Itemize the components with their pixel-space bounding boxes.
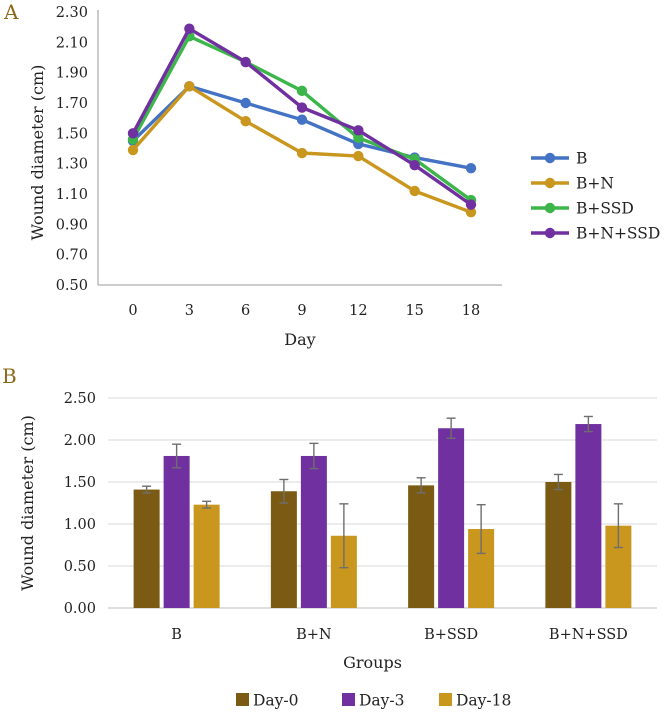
- bar-b-n-ssd-day-3: [575, 424, 602, 608]
- bar-b-ssd-day-0: [408, 485, 435, 608]
- data-point-b: [465, 163, 477, 174]
- bar-b-day-18: [193, 504, 220, 608]
- data-point-b-ssd: [353, 132, 364, 144]
- legend-label-b-n: B+N: [576, 175, 614, 193]
- data-point-b-n: [465, 207, 477, 218]
- data-point-b-n-ssd: [127, 128, 139, 139]
- x-tick-label: 6: [241, 303, 250, 319]
- category-label-b-ssd: B+SSD: [424, 627, 478, 643]
- y-tick-label: 0.90: [56, 217, 88, 233]
- bar-b-n-day-3: [300, 455, 327, 608]
- legend-label-b-n-ssd: B+N+SSD: [576, 225, 660, 243]
- line-chart-wound-diameter-by-day: 0.50 0.70 0.90 1.10 1.30 1.50 1.70 1.90 2.10 2.30…: [28, 5, 660, 349]
- data-point-b-n: [184, 81, 195, 92]
- y-tick-label: 1.70: [56, 96, 88, 112]
- legend-label-day-3: Day-3: [359, 692, 405, 710]
- bar-b-ssd-day-3: [438, 428, 465, 608]
- y-tick-label: 1.50: [56, 126, 88, 142]
- data-point-b-n: [353, 150, 364, 162]
- bar-b-day-0: [133, 489, 160, 608]
- y-tick-label: 0.70: [56, 248, 88, 264]
- data-point-b-n: [409, 185, 420, 197]
- data-point-b: [240, 97, 251, 109]
- data-point-b-n-ssd: [184, 23, 195, 34]
- x-tick-label: 3: [185, 303, 194, 319]
- y-tick-label: 1.90: [56, 66, 88, 82]
- x-tick-label: 18: [462, 303, 480, 319]
- data-point-b-n: [240, 116, 251, 127]
- legend-label-b-ssd: B+SSD: [576, 200, 634, 218]
- legend-swatch-day-0: [236, 693, 249, 706]
- y-tick-label: 2.10: [56, 35, 88, 51]
- bar-b-day-3: [163, 455, 190, 608]
- y-tick-label: 1.30: [56, 157, 88, 173]
- x-tick-label: 9: [297, 303, 306, 319]
- y-tick-label: 0.50: [64, 559, 96, 575]
- y-tick-label: 1.50: [64, 475, 96, 491]
- panel-label-a: A: [3, 0, 19, 24]
- bar-b-n-ssd-day-0: [545, 482, 572, 608]
- data-point-b-n-ssd: [240, 56, 251, 68]
- y-tick-label: 1.10: [56, 187, 88, 203]
- data-point-b-ssd: [296, 85, 308, 97]
- legend-marker-b-n: [544, 177, 556, 189]
- data-point-b-n: [296, 147, 308, 159]
- panel-label-b: B: [2, 364, 17, 388]
- legend-swatch-day-18: [439, 693, 452, 706]
- legend-swatch-day-3: [342, 693, 355, 706]
- legend-marker-b-n-ssd: [544, 227, 556, 239]
- y-tick-label: 0.50: [56, 278, 88, 294]
- bar-chart-wound-diameter-by-group: 0.00 0.50 1.00 1.50 2.00 2.50 B B+N B+SSD B+N+SSD…: [18, 391, 657, 710]
- category-label-b: B: [171, 627, 182, 643]
- x-tick-label: 0: [128, 303, 137, 319]
- legend-label-b: B: [576, 150, 587, 168]
- x-axis-title: Day: [284, 330, 315, 349]
- legend-label-day-0: Day-0: [253, 692, 299, 710]
- legend-marker-b: [544, 152, 556, 164]
- x-tick-label: 12: [349, 303, 367, 319]
- data-point-b-n: [127, 144, 139, 156]
- y-axis-title: Wound diameter (cm): [18, 415, 37, 591]
- category-label-b-n: B+N: [296, 627, 332, 643]
- y-tick-label: 1.00: [64, 517, 96, 533]
- data-point-b: [296, 114, 308, 125]
- data-point-b-n-ssd: [465, 199, 477, 210]
- y-tick-label: 2.30: [56, 5, 88, 21]
- y-tick-label: 2.50: [64, 391, 96, 407]
- data-point-b-n-ssd: [353, 125, 364, 136]
- y-tick-label: 0.00: [64, 601, 96, 617]
- data-point-b-n-ssd: [296, 102, 308, 113]
- bar-b-n-day-0: [270, 491, 297, 608]
- x-axis-title: Groups: [343, 653, 402, 672]
- y-axis-title: Wound diameter (cm): [28, 65, 47, 241]
- y-tick-label: 2.00: [64, 433, 96, 449]
- category-label-b-n-ssd: B+N+SSD: [549, 627, 628, 643]
- data-point-b-n-ssd: [409, 159, 420, 171]
- x-tick-label: 15: [405, 303, 423, 319]
- legend-label-day-18: Day-18: [456, 692, 511, 710]
- legend-marker-b-ssd: [544, 202, 556, 214]
